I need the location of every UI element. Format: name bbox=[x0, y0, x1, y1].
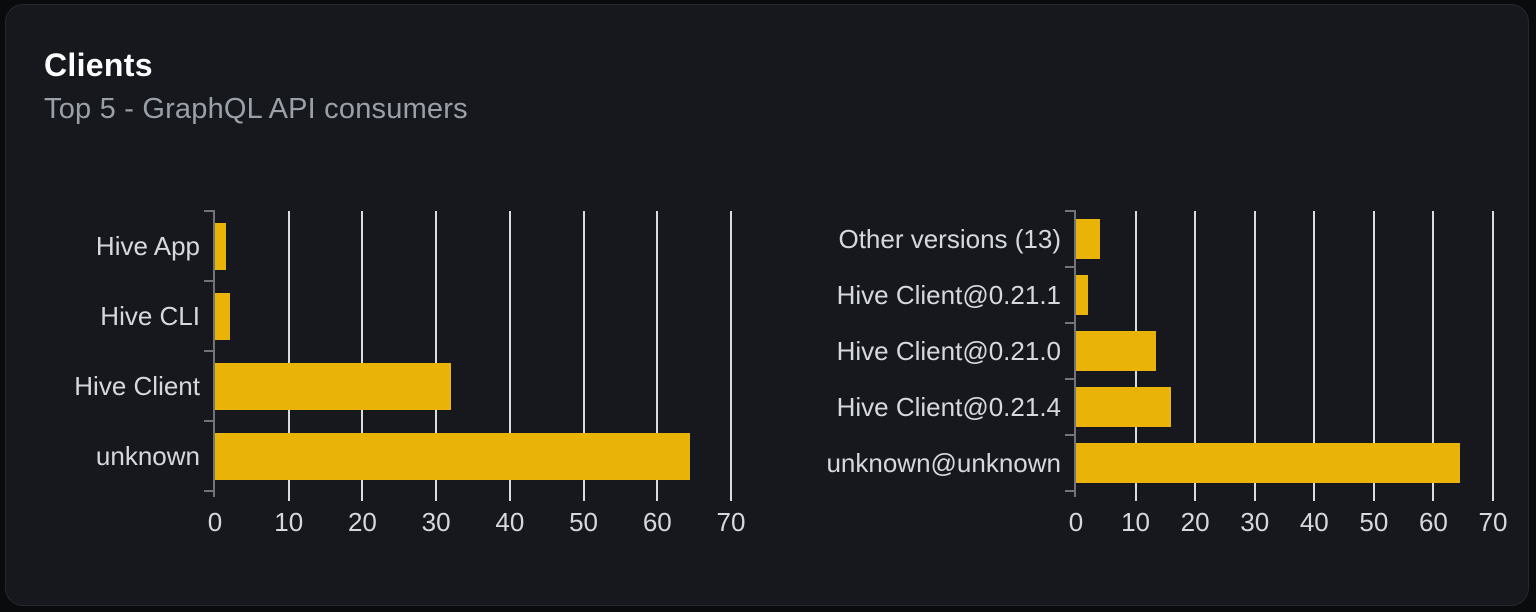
category-label: Hive Client bbox=[74, 370, 200, 401]
x-tick-label: 0 bbox=[207, 507, 223, 537]
x-tick-label: 60 bbox=[1418, 507, 1448, 537]
bar bbox=[1076, 331, 1156, 371]
category-label: Other versions (13) bbox=[838, 223, 1061, 254]
x-tick-label: 30 bbox=[1240, 507, 1270, 537]
y-axis-tick bbox=[1065, 210, 1074, 212]
gridline bbox=[730, 211, 732, 501]
bar bbox=[1076, 443, 1460, 483]
category-label: Hive Client@0.21.1 bbox=[836, 279, 1061, 310]
gridline bbox=[1432, 211, 1435, 501]
clients-by-version-chart: Other versions (13) Hive Client@0.21.1 Hiv… bbox=[792, 196, 1528, 566]
x-tick-label: 40 bbox=[495, 507, 525, 537]
y-axis-tick bbox=[204, 420, 213, 422]
gridline bbox=[508, 211, 511, 501]
bar bbox=[1076, 219, 1100, 259]
x-tick-label: 0 bbox=[1068, 507, 1084, 537]
gridline bbox=[1194, 211, 1197, 501]
gridline bbox=[361, 211, 364, 501]
gridline bbox=[435, 211, 438, 501]
y-axis-tick bbox=[1065, 378, 1074, 380]
gridline bbox=[1492, 211, 1494, 501]
y-axis-tick bbox=[204, 280, 213, 282]
gridline bbox=[1372, 211, 1375, 501]
x-tick-label: 60 bbox=[642, 507, 672, 537]
y-axis-tick bbox=[204, 490, 213, 492]
x-tick-label: 70 bbox=[1478, 507, 1508, 537]
bar bbox=[215, 362, 451, 410]
category-label: unknown bbox=[95, 440, 200, 471]
y-axis-tick bbox=[1065, 266, 1074, 268]
x-tick-label: 10 bbox=[1121, 507, 1151, 537]
y-axis-tick bbox=[204, 210, 213, 212]
x-tick-label: 50 bbox=[1359, 507, 1389, 537]
panel-subtitle: Top 5 - GraphQL API consumers bbox=[44, 93, 468, 125]
gridline bbox=[582, 211, 585, 501]
panel-title: Clients bbox=[44, 47, 153, 83]
x-tick-label: 30 bbox=[421, 507, 451, 537]
y-axis-tick bbox=[1065, 490, 1074, 492]
category-label: Hive Client@0.21.4 bbox=[836, 391, 1061, 422]
clients-panel: Clients Top 5 - GraphQL API consumers Hi… bbox=[5, 4, 1529, 606]
x-tick-label: 20 bbox=[1180, 507, 1210, 537]
category-label: Hive Client@0.21.0 bbox=[836, 335, 1061, 366]
category-label: Hive CLI bbox=[100, 300, 200, 331]
clients-by-name-chart: Hive App Hive CLI Hive Client unknown 0 10 20 3… bbox=[32, 196, 782, 566]
x-tick-label: 50 bbox=[569, 507, 599, 537]
x-tick-label: 10 bbox=[274, 507, 304, 537]
gridline bbox=[656, 211, 659, 501]
x-tick-label: 70 bbox=[716, 507, 746, 537]
bar bbox=[1076, 387, 1171, 427]
bar bbox=[215, 222, 226, 270]
bar bbox=[215, 432, 690, 480]
bar bbox=[1076, 275, 1088, 315]
y-axis-tick bbox=[1065, 322, 1074, 324]
y-axis-tick bbox=[204, 350, 213, 352]
y-axis-tick bbox=[1065, 434, 1074, 436]
gridline bbox=[1313, 211, 1316, 501]
bar bbox=[215, 292, 230, 340]
category-label: Hive App bbox=[95, 230, 200, 261]
y-axis-line bbox=[213, 210, 215, 497]
category-label: unknown@unknown bbox=[826, 447, 1061, 478]
x-tick-label: 40 bbox=[1299, 507, 1329, 537]
gridline bbox=[287, 211, 290, 501]
x-tick-label: 20 bbox=[347, 507, 377, 537]
gridline bbox=[1253, 211, 1256, 501]
y-axis-line bbox=[1074, 210, 1076, 497]
